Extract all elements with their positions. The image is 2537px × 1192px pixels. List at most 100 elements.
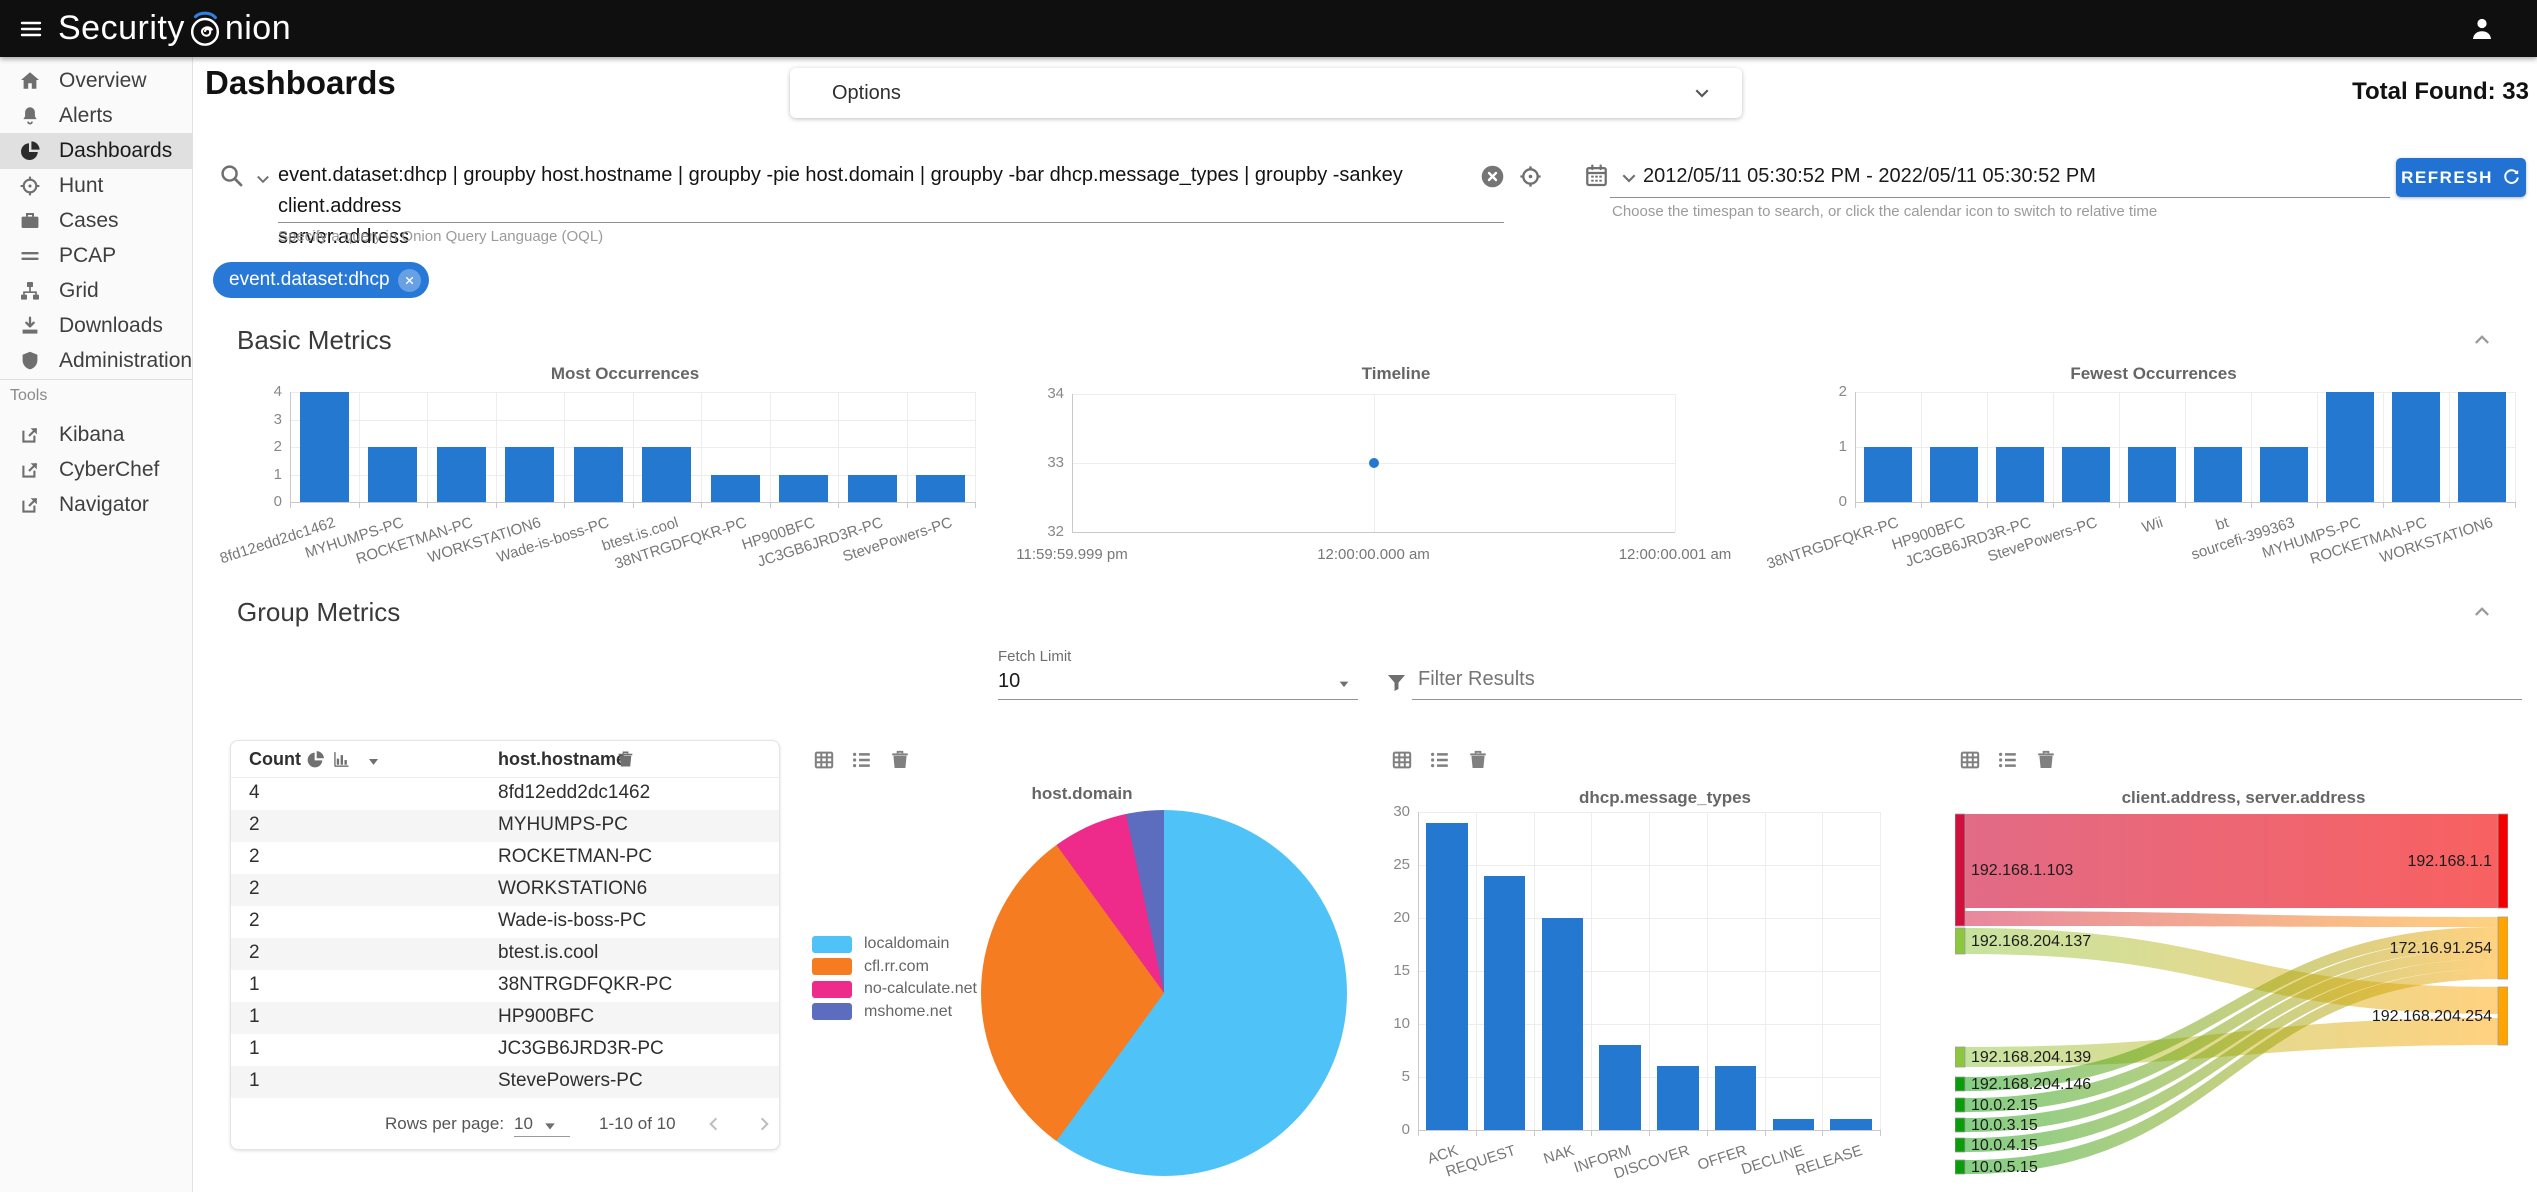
table-row[interactable]: 2 ROCKETMAN-PC <box>231 842 779 874</box>
sankey-link-192.168.1.103-to-192.168.1.1[interactable] <box>1965 814 2498 908</box>
pie-chart-icon[interactable] <box>305 749 326 770</box>
bar-38NTRGDFQKR-PC[interactable] <box>710 474 760 502</box>
quick-actions-target-icon[interactable] <box>1517 163 1544 190</box>
clear-query-icon[interactable] <box>1479 163 1506 190</box>
bar-RELEASE[interactable] <box>1830 1119 1872 1130</box>
bar-Wade-is-boss-PC[interactable] <box>573 447 623 502</box>
bar-JC3GB6JRD3R-PC[interactable] <box>1996 447 2044 502</box>
bar-OFFER[interactable] <box>1714 1066 1757 1130</box>
sankey-link-192.168.204.146-to-172.16.91.254[interactable] <box>1965 927 2498 1091</box>
rows-per-page-caret-down-icon[interactable] <box>539 1115 561 1137</box>
sort-caret-down-icon[interactable] <box>363 751 384 772</box>
list-view-icon[interactable] <box>850 748 874 772</box>
calendar-icon[interactable] <box>1583 162 1610 189</box>
timeline-data-point[interactable] <box>1368 458 1379 468</box>
table-row[interactable]: 2 Wade-is-boss-PC <box>231 906 779 938</box>
bar-HP900BFC[interactable] <box>1930 447 1978 502</box>
bar-ACK[interactable] <box>1426 822 1468 1130</box>
filter-chip[interactable]: event.dataset:dhcp <box>213 262 429 298</box>
bar-sourcefi-399363[interactable] <box>2260 447 2308 502</box>
table-view-icon[interactable] <box>812 748 836 772</box>
table-row[interactable]: 2 btest.is.cool <box>231 938 779 970</box>
sidebar-item-pcap[interactable]: PCAP <box>0 238 193 274</box>
fetch-limit-select[interactable]: 10 <box>998 670 1021 692</box>
sankey-node-172.16.91.254[interactable] <box>2497 916 2508 980</box>
bar-INFORM[interactable] <box>1599 1045 1641 1130</box>
user-account-icon[interactable] <box>2467 14 2497 44</box>
bar-MYHUMPS-PC[interactable] <box>2326 392 2374 502</box>
sidebar-item-dashboards[interactable]: Dashboards <box>0 133 193 169</box>
sankey-node-10.0.3.15[interactable] <box>1955 1117 1966 1133</box>
list-view-icon[interactable] <box>1428 748 1452 772</box>
sankey-node-192.168.1.1[interactable] <box>2497 813 2508 909</box>
bar-8fd12edd2dc1462[interactable] <box>299 392 349 502</box>
count-column-header[interactable]: Count <box>249 749 301 769</box>
table-row[interactable]: 1 HP900BFC <box>231 1002 779 1034</box>
sidebar-item-kibana[interactable]: Kibana <box>0 417 193 453</box>
date-range-field[interactable]: 2012/05/11 05:30:52 PM - 2022/05/11 05:3… <box>1643 165 2096 187</box>
sidebar-item-hunt[interactable]: Hunt <box>0 168 193 204</box>
bar-StevePowers-PC[interactable] <box>2062 447 2110 502</box>
bar-chart-icon[interactable] <box>331 749 352 770</box>
rows-per-page-select[interactable]: 10 <box>514 1114 533 1133</box>
sankey-diagram[interactable]: 192.168.1.103 192.168.204.137 192.168.204.… <box>1955 808 2508 1192</box>
sankey-node-192.168.204.137[interactable] <box>1955 927 1966 955</box>
sidebar-item-downloads[interactable]: Downloads <box>0 308 193 344</box>
hamburger-menu-icon[interactable] <box>16 17 46 41</box>
table-row[interactable]: 1 StevePowers-PC <box>231 1066 779 1098</box>
hostname-column-header[interactable]: host.hostname <box>498 749 627 769</box>
sidebar-item-overview[interactable]: Overview <box>0 63 193 99</box>
sidebar-item-cyberchef[interactable]: CyberChef <box>0 452 193 488</box>
table-row[interactable]: 2 WORKSTATION6 <box>231 874 779 906</box>
bar-REQUEST[interactable] <box>1483 875 1526 1130</box>
sidebar-item-navigator[interactable]: Navigator <box>0 487 193 523</box>
sidebar-item-alerts[interactable]: Alerts <box>0 98 193 134</box>
bar-DISCOVER[interactable] <box>1657 1066 1699 1130</box>
sankey-link-10.0.4.15-to-172.16.91.254[interactable] <box>1965 959 2498 1152</box>
bar-WORKSTATION6[interactable] <box>505 447 555 502</box>
refresh-button[interactable]: REFRESH <box>2396 158 2526 197</box>
bar-StevePowers-PC[interactable] <box>916 474 966 502</box>
sankey-node-10.0.5.15[interactable] <box>1955 1159 1966 1175</box>
table-view-icon[interactable] <box>1958 748 1982 772</box>
sankey-link-10.0.5.15-to-172.16.91.254[interactable] <box>1965 969 2498 1174</box>
pie-chart[interactable] <box>981 810 1347 1176</box>
sankey-link-10.0.2.15-to-172.16.91.254[interactable] <box>1965 938 2498 1112</box>
sankey-link-192.168.1.103-to-172.16.91.254[interactable] <box>1965 911 2498 927</box>
sidebar-item-grid[interactable]: Grid <box>0 273 193 309</box>
bar-MYHUMPS-PC[interactable] <box>368 447 418 502</box>
collapse-group-chevron-up-icon[interactable] <box>2469 599 2495 625</box>
search-icon[interactable] <box>218 162 245 189</box>
bar-NAK[interactable] <box>1541 918 1584 1130</box>
query-history-chevron-down-icon[interactable] <box>252 168 274 190</box>
table-row[interactable]: 1 JC3GB6JRD3R-PC <box>231 1034 779 1066</box>
sankey-node-10.0.4.15[interactable] <box>1955 1137 1966 1153</box>
chevron-left-icon[interactable] <box>703 1113 725 1135</box>
bar-WORKSTATION6[interactable] <box>2458 392 2506 502</box>
table-row[interactable]: 2 MYHUMPS-PC <box>231 810 779 842</box>
date-chevron-down-icon[interactable] <box>1617 166 1641 190</box>
chevron-right-icon[interactable] <box>753 1113 775 1135</box>
bar-bt[interactable] <box>2194 447 2242 502</box>
bar-ROCKETMAN-PC[interactable] <box>2392 392 2440 502</box>
options-dropdown[interactable]: Options <box>790 68 1742 118</box>
sankey-node-192.168.204.146[interactable] <box>1955 1076 1966 1092</box>
legend-item-localdomain[interactable]: localdomain <box>812 935 949 953</box>
sankey-link-10.0.3.15-to-172.16.91.254[interactable] <box>1965 949 2498 1132</box>
trash-icon[interactable] <box>2034 748 2058 772</box>
trash-icon[interactable] <box>1466 748 1490 772</box>
collapse-basic-chevron-up-icon[interactable] <box>2469 327 2495 353</box>
sidebar-item-cases[interactable]: Cases <box>0 203 193 239</box>
sidebar-item-administration[interactable]: Administration <box>0 343 193 379</box>
filter-results-input[interactable] <box>1418 668 2518 691</box>
sankey-node-192.168.1.103[interactable] <box>1955 813 1966 927</box>
bar-ROCKETMAN-PC[interactable] <box>436 447 486 502</box>
bar-Wii[interactable] <box>2128 447 2176 502</box>
legend-item-no-calculate.net[interactable]: no-calculate.net <box>812 980 977 998</box>
query-input[interactable]: event.dataset:dhcp | groupby host.hostna… <box>278 160 1468 253</box>
bar-btest.is.cool[interactable] <box>642 447 692 502</box>
fetch-limit-caret-down-icon[interactable] <box>1334 674 1354 694</box>
trash-icon[interactable] <box>888 748 912 772</box>
trash-icon[interactable] <box>615 749 636 770</box>
bar-HP900BFC[interactable] <box>779 474 829 502</box>
